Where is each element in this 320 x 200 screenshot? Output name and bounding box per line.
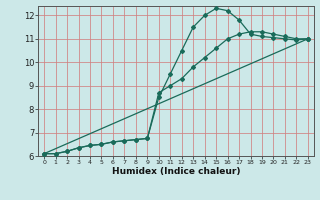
X-axis label: Humidex (Indice chaleur): Humidex (Indice chaleur) (112, 167, 240, 176)
